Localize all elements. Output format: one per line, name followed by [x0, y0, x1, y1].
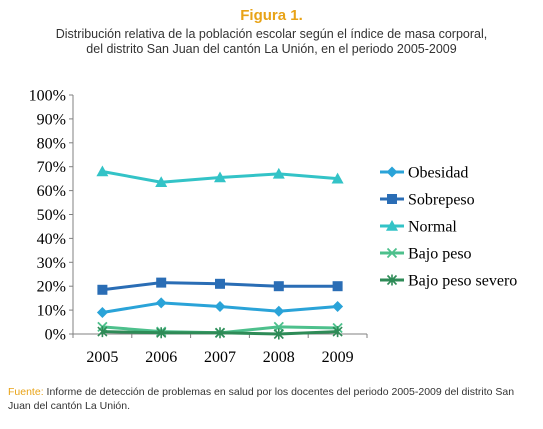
y-tick-label: 50%	[37, 207, 66, 224]
y-tick-label: 20%	[37, 279, 66, 296]
source-label: Fuente:	[8, 386, 44, 398]
legend-label: Sobrepeso	[408, 192, 475, 209]
x-tick-label: 2008	[263, 349, 295, 366]
y-tick-label: 30%	[37, 255, 66, 272]
legend-marker	[386, 166, 398, 178]
legend-label: Bajo peso severo	[408, 273, 517, 290]
data-point	[214, 301, 226, 313]
chart-subtitle: Distribución relativa de la población es…	[0, 27, 543, 57]
data-point	[97, 284, 108, 295]
x-tick-label: 2006	[145, 349, 177, 366]
legend-marker	[386, 247, 398, 259]
data-point	[215, 278, 225, 289]
subtitle-line-1: Distribución relativa de la población es…	[55, 27, 488, 41]
data-point	[156, 277, 167, 288]
data-point	[273, 305, 285, 317]
y-tick-label: 0%	[45, 327, 66, 344]
x-tick-label: 2005	[86, 349, 118, 366]
data-point	[272, 167, 285, 179]
figure-label: Figura 1.	[240, 7, 303, 24]
x-tick-label: 2007	[204, 349, 236, 366]
source-text: Informe de detección de problemas en sal…	[8, 386, 515, 412]
data-point	[332, 301, 344, 313]
subtitle-line-2: del distrito San Juan del cantón La Unió…	[86, 42, 457, 56]
data-point	[331, 172, 344, 184]
data-point	[155, 176, 168, 188]
data-point	[332, 326, 343, 338]
legend-label: Normal	[408, 219, 457, 236]
y-tick-label: 100%	[29, 88, 66, 105]
legend-marker	[387, 194, 397, 204]
y-tick-label: 70%	[37, 159, 66, 176]
line-chart: 0% 10% 20% 30% 40% 50% 60% 70% 80% 90% 100% 2005 200…	[29, 88, 518, 367]
data-point	[273, 321, 284, 332]
legend-marker	[386, 274, 398, 286]
legend-marker	[386, 220, 398, 231]
data-point	[96, 165, 109, 177]
data-point	[155, 297, 167, 309]
data-point	[214, 327, 226, 339]
y-tick-label: 10%	[37, 303, 66, 320]
x-tick-label: 2009	[322, 349, 354, 366]
legend-label: Bajo peso	[408, 246, 472, 263]
y-tick-label: 60%	[37, 183, 66, 200]
data-point	[332, 281, 343, 292]
y-tick-label: 40%	[37, 231, 66, 248]
y-tick-label: 90%	[37, 111, 66, 128]
data-point	[273, 281, 284, 292]
data-point	[96, 306, 108, 318]
y-tick-label: 80%	[37, 135, 66, 152]
source-footer: Fuente: Informe de detección de problema…	[8, 385, 538, 413]
data-point	[273, 328, 284, 340]
data-point	[214, 171, 226, 183]
data-point	[156, 327, 167, 339]
data-point	[97, 326, 108, 338]
legend-label: Obesidad	[408, 165, 468, 182]
